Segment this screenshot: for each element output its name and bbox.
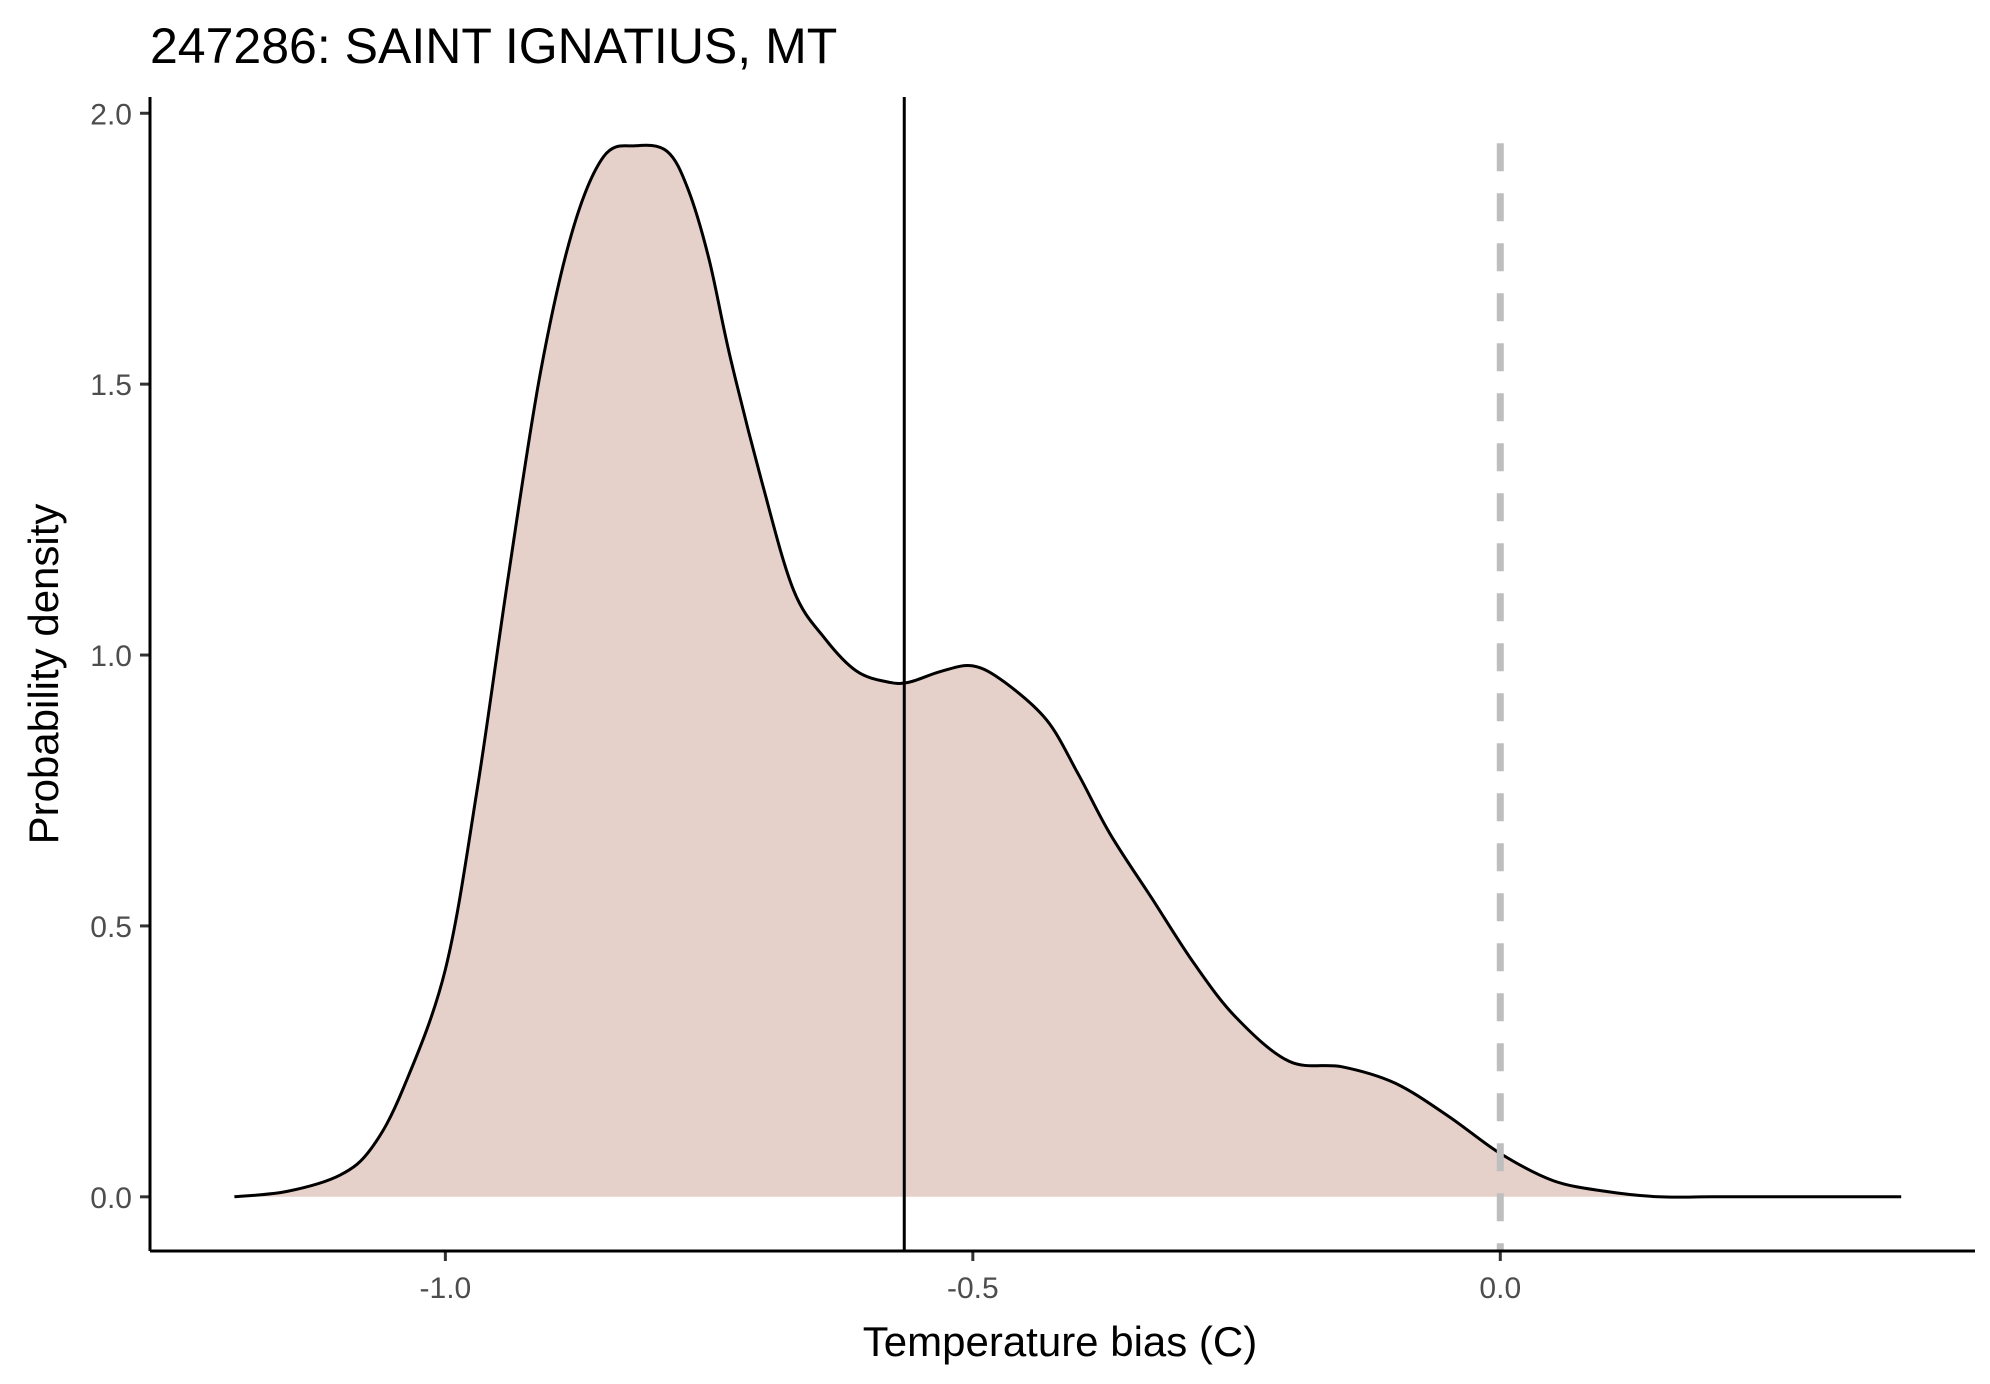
y-tick-label-3: 1.5: [90, 369, 132, 402]
y-axis-ticks: 0.0 0.5 1.0 1.5 2.0: [90, 98, 150, 1215]
y-tick-label-1: 0.5: [90, 911, 132, 944]
plot-area: [234, 97, 1902, 1251]
y-axis-label: Probability density: [20, 504, 67, 845]
density-curve-0: [234, 143, 1902, 1199]
y-tick-label-4: 2.0: [90, 98, 132, 131]
x-tick-label-2: 0.0: [1479, 1272, 1521, 1305]
y-tick-label-2: 1.0: [90, 640, 132, 673]
density-area-0: [234, 145, 1902, 1198]
x-tick-label-0: -1.0: [420, 1272, 472, 1305]
chart-title: 247286: SAINT IGNATIUS, MT: [150, 18, 837, 74]
x-tick-label-1: -0.5: [947, 1272, 999, 1305]
x-axis-ticks: -1.0 -0.5 0.0: [420, 1251, 1521, 1305]
x-axis-label: Temperature bias (C): [863, 1318, 1257, 1365]
y-tick-label-0: 0.0: [90, 1182, 132, 1215]
